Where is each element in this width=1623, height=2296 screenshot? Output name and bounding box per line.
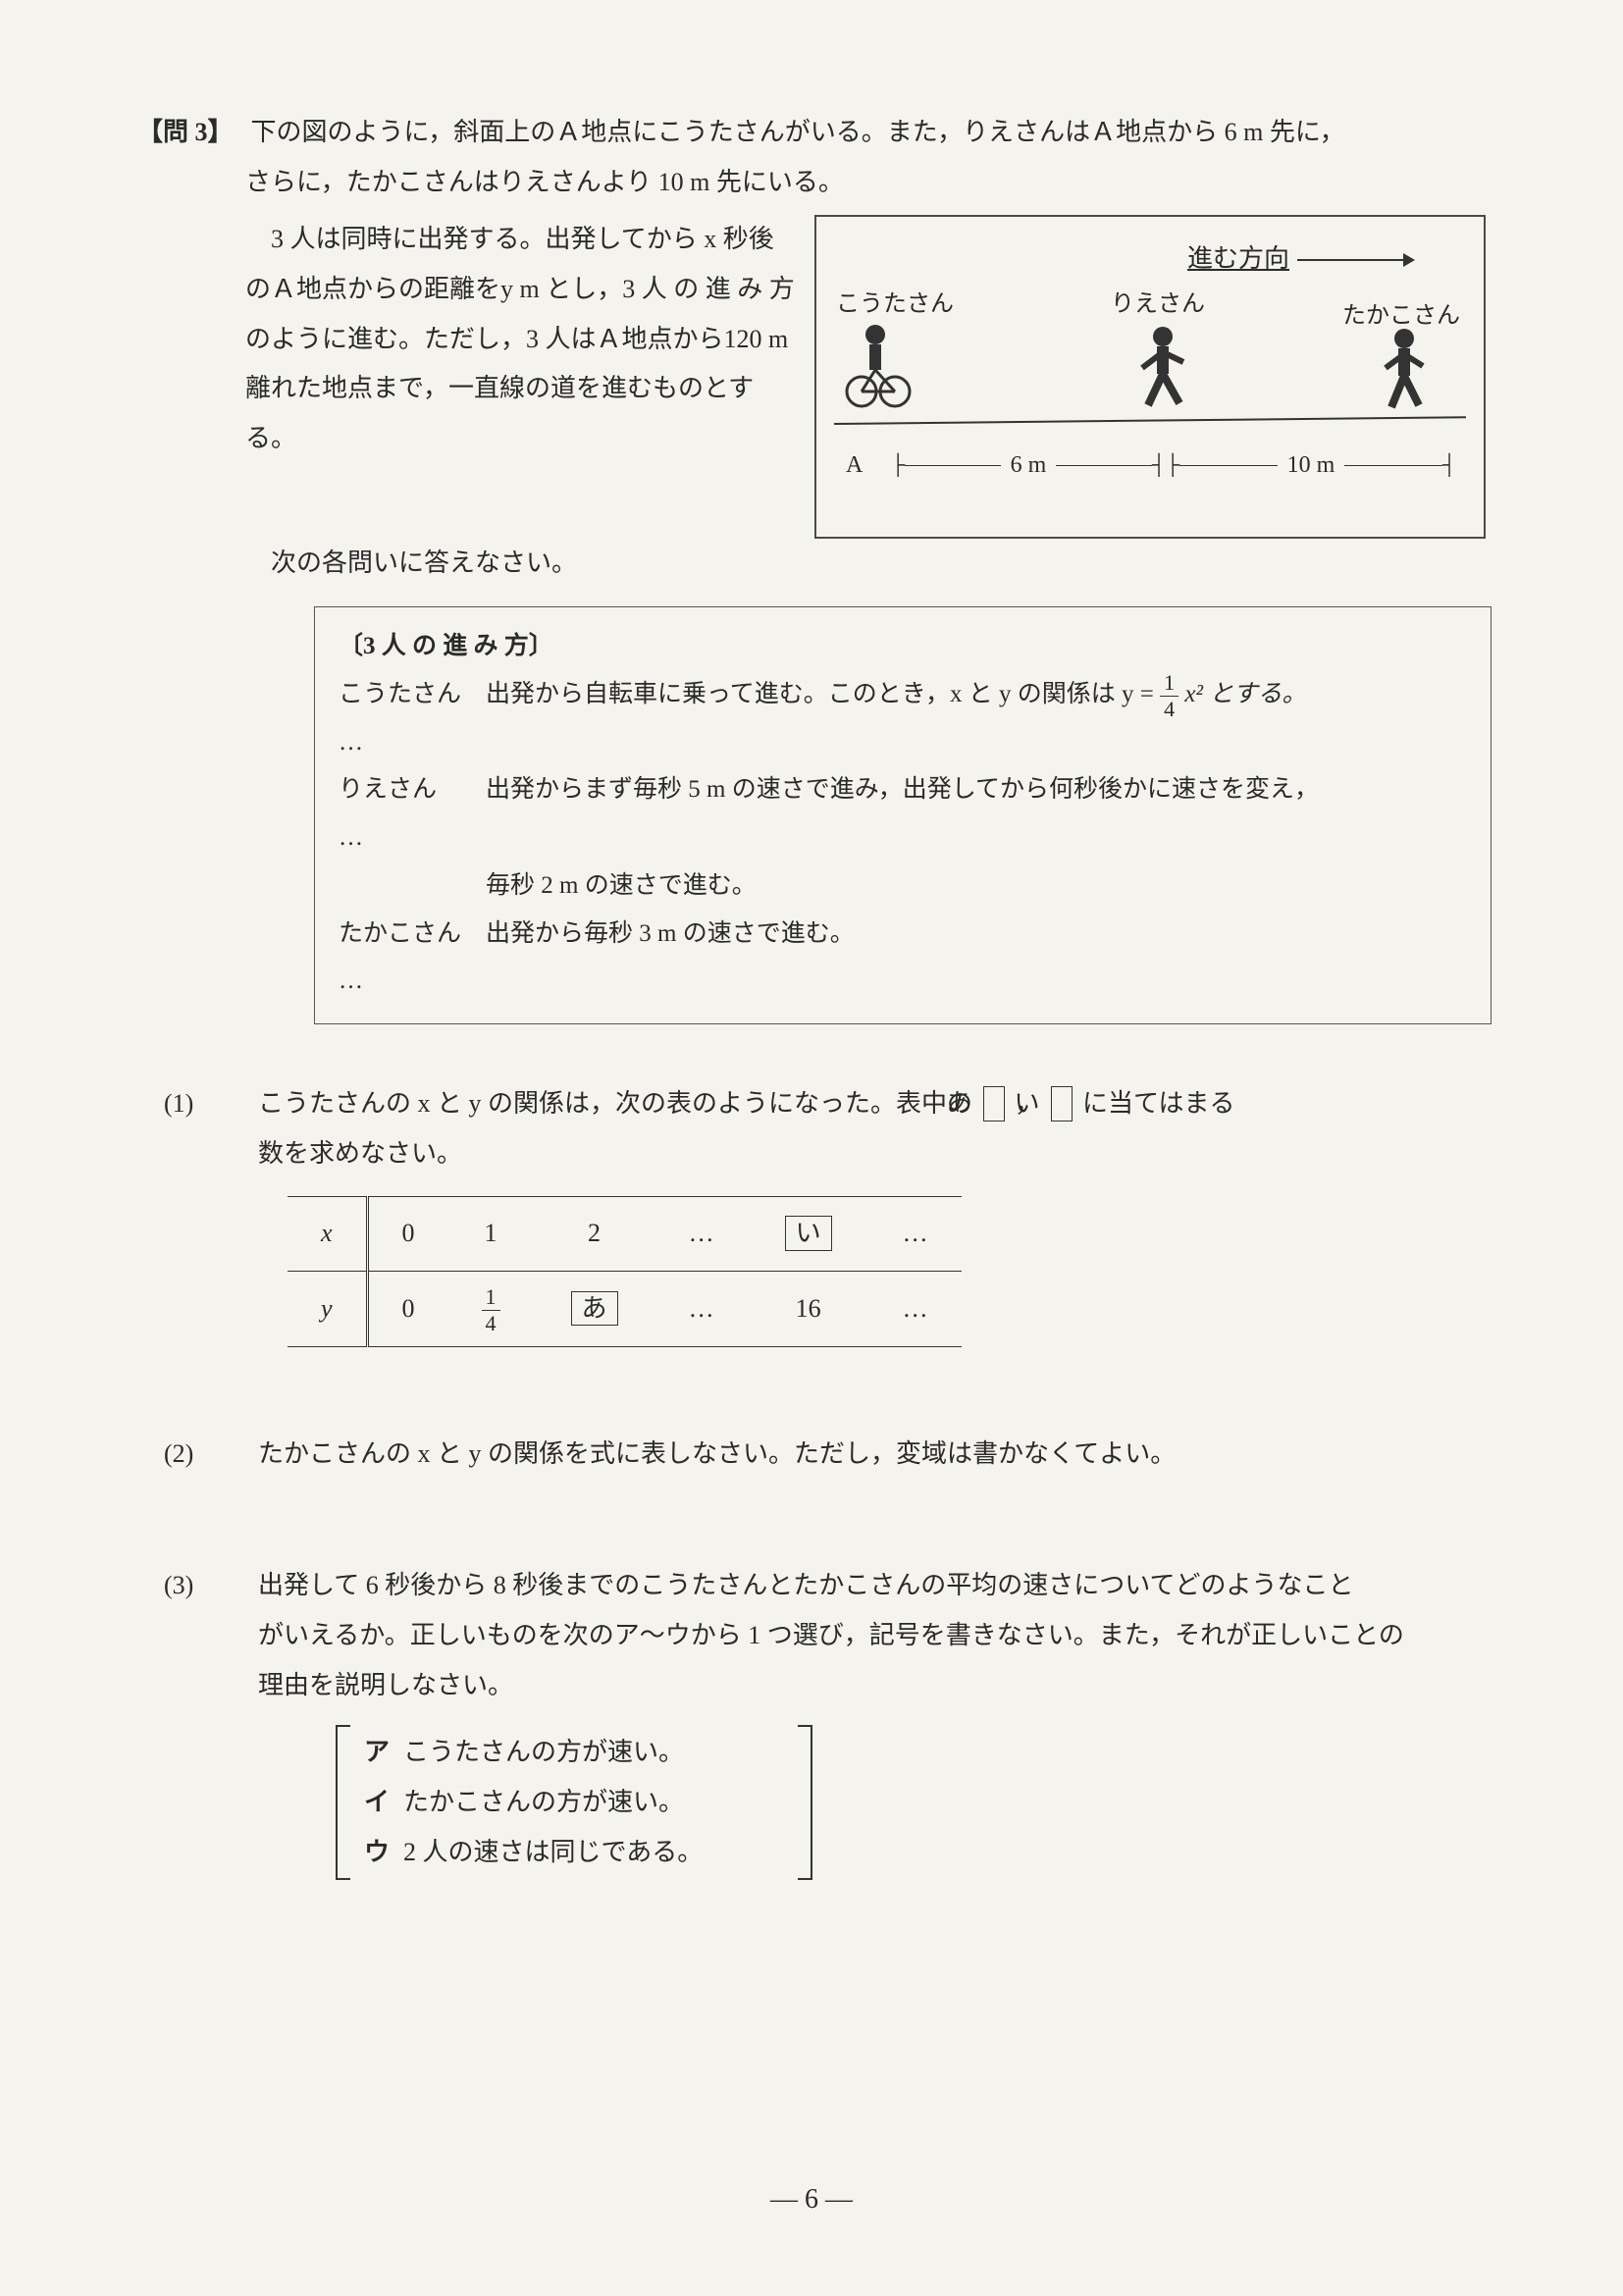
q1-blank-b: い — [1051, 1086, 1073, 1122]
x-val-4: い — [748, 1197, 869, 1272]
q1-text-d: 数を求めなさい。 — [211, 1129, 1486, 1179]
figure-column: 進む方向 こうたさん — [814, 215, 1486, 539]
kouta-icon — [844, 321, 913, 427]
page: 【問 3】 下の図のように，斜面上のＡ地点にこうたさんがいる。また，りえさんはＡ… — [0, 0, 1623, 2296]
y-val-4: 16 — [748, 1272, 869, 1347]
method-title: 〔3 人 の 進 み 方〕 — [339, 623, 1467, 671]
q3-number: (3) — [211, 1561, 258, 1611]
method-rie-desc-1: 出発からまず毎秒 5 m の速さで進み，出発してから何秒後かに速さを変え， — [486, 766, 1467, 862]
segment-1: ├ 6 m ┤ — [891, 443, 1166, 489]
method-kouta-desc: 出発から自転車に乗って進む。このとき，x と y の関係は y = 14 x² … — [486, 671, 1467, 767]
x-label: x — [288, 1197, 367, 1272]
q1-text-c: に当てはまる — [1076, 1089, 1235, 1118]
table-row-x: x 0 1 2 … い … — [288, 1197, 962, 1272]
y-val-0: 0 — [367, 1272, 448, 1347]
left-paragraph: 3 人は同時に出発する。出発してから x 秒後のＡ地点からの距離をy m とし，… — [245, 215, 795, 539]
segment-2: ├ 10 m ┤ — [1166, 443, 1456, 489]
option-u-symbol: ウ — [364, 1828, 403, 1878]
y-label: y — [288, 1272, 367, 1347]
option-a: ア こうたさんの方が速い。 — [364, 1728, 815, 1778]
intro-line-2: さらに，たかこさんはりえさんより 10 m 先にいる。 — [245, 158, 1486, 208]
method-rie: りえさん … 出発からまず毎秒 5 m の速さで進み，出発してから何秒後かに速さ… — [339, 766, 1467, 862]
q3-line3: 理由を説明しなさい。 — [211, 1661, 1486, 1711]
seg2-label: 10 m — [1278, 443, 1345, 489]
question-header: 【問 3】 下の図のように，斜面上のＡ地点にこうたさんがいる。また，りえさんはＡ… — [137, 108, 1486, 158]
q3-line2: がいえるか。正しいものを次のア～ウから 1 つ選び，記号を書きなさい。また，それ… — [211, 1611, 1486, 1661]
option-i-symbol: イ — [364, 1778, 403, 1828]
x-val-2: 2 — [534, 1197, 655, 1272]
bracket-left-icon — [333, 1724, 352, 1881]
y-val-3: … — [655, 1272, 748, 1347]
table-row-y: y 0 14 あ … 16 … — [288, 1272, 962, 1347]
figure-box: 進む方向 こうたさん — [814, 215, 1486, 539]
q1-table: x 0 1 2 … い … y 0 14 あ … 16 … — [288, 1196, 962, 1346]
option-i: イ たかこさんの方が速い。 — [364, 1778, 815, 1828]
q1-number: (1) — [211, 1079, 258, 1129]
sub-question-3: (3)出発して 6 秒後から 8 秒後までのこうたさんとたかこさんの平均の速さに… — [211, 1561, 1486, 1881]
q1-blank-a: あ — [983, 1086, 1005, 1122]
q1-text-a: こうたさんの x と y の関係は，次の表のようになった。表中の — [258, 1089, 979, 1118]
question-number: 【問 3】 — [137, 108, 234, 158]
sub-question-2: (2)たかこさんの x と y の関係を式に表しなさい。ただし，変域は書かなくて… — [211, 1430, 1486, 1480]
method-rie-name: りえさん … — [339, 766, 486, 862]
q3-line1: 出発して 6 秒後から 8 秒後までのこうたさんとたかこさんの平均の速さについて… — [258, 1571, 1353, 1599]
method-takako-desc: 出発から毎秒 3 m の速さで進む。 — [486, 911, 1467, 1007]
option-i-text: たかこさんの方が速い。 — [403, 1778, 684, 1828]
caption: 次の各問いに答えなさい。 — [245, 539, 1486, 589]
option-u: ウ 2 人の速さは同じである。 — [364, 1828, 815, 1878]
page-number: — 6 — — [0, 2173, 1623, 2227]
intro-line-1: 下の図のように，斜面上のＡ地点にこうたさんがいる。また，りえさんはＡ地点から 6… — [251, 108, 1345, 158]
seg1-label: 6 m — [1001, 443, 1057, 489]
method-takako: たかこさん … 出発から毎秒 3 m の速さで進む。 — [339, 911, 1467, 1007]
kouta-desc-pre: 出発から自転車に乗って進む。このとき，x と y の関係は y = — [486, 681, 1160, 707]
two-column: 3 人は同時に出発する。出発してから x 秒後のＡ地点からの距離をy m とし，… — [245, 215, 1486, 539]
x-val-1: 1 — [448, 1197, 534, 1272]
q3-options: ア こうたさんの方が速い。 イ たかこさんの方が速い。 ウ 2 人の速さは同じで… — [333, 1724, 815, 1881]
method-kouta-name: こうたさん … — [339, 671, 486, 767]
option-u-text: 2 人の速さは同じである。 — [403, 1828, 703, 1878]
point-a-label: A — [846, 443, 885, 489]
direction-label: 進む方向 — [1187, 235, 1289, 285]
rie-icon — [1128, 323, 1197, 429]
x-val-5: … — [869, 1197, 962, 1272]
arrow-icon — [1297, 251, 1415, 269]
x-val-0: 0 — [367, 1197, 448, 1272]
method-rie-desc-2: 毎秒 2 m の速さで進む。 — [486, 862, 1467, 911]
kouta-desc-post: x² とする。 — [1178, 681, 1306, 707]
q2-number: (2) — [211, 1430, 258, 1480]
y-val-5: … — [869, 1272, 962, 1347]
sub-question-1: (1)こうたさんの x と y の関係は，次の表のようになった。表中の あ ， … — [211, 1079, 1486, 1347]
option-a-symbol: ア — [364, 1728, 403, 1778]
method-box: 〔3 人 の 進 み 方〕 こうたさん … 出発から自転車に乗って進む。このとき… — [314, 606, 1492, 1024]
under-labels: A ├ 6 m ┤ ├ 10 m ┤ — [846, 443, 1456, 489]
y-val-2: あ — [534, 1272, 655, 1347]
bracket-right-icon — [796, 1724, 815, 1881]
x-val-3: … — [655, 1197, 748, 1272]
y-val-1: 14 — [448, 1272, 534, 1347]
rie-label: りえさん — [1111, 282, 1205, 328]
persons-layer: こうたさん りえさん — [816, 303, 1484, 431]
method-kouta: こうたさん … 出発から自転車に乗って進む。このとき，x と y の関係は y … — [339, 671, 1467, 767]
direction-row: 進む方向 — [1187, 235, 1415, 285]
method-takako-name: たかこさん … — [339, 911, 486, 1007]
kouta-fraction: 14 — [1160, 672, 1178, 720]
left-paragraph-text: 3 人は同時に出発する。出発してから x 秒後のＡ地点からの距離をy m とし，… — [245, 215, 795, 463]
option-a-text: こうたさんの方が速い。 — [403, 1728, 684, 1778]
takako-icon — [1370, 325, 1439, 431]
q2-text: たかこさんの x と y の関係を式に表しなさい。ただし，変域は書かなくてよい。 — [258, 1439, 1176, 1468]
